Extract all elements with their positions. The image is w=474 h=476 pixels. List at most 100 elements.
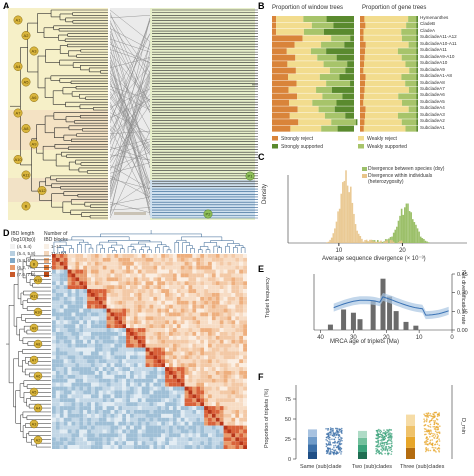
ibd-cell [114,421,119,426]
ibd-cell [75,382,80,387]
ibd-cell [122,410,127,414]
ibd-cell [149,421,154,426]
ibd-cell [110,402,115,407]
ibd-cell [141,332,146,336]
ibd-cell [63,437,68,442]
ibd-cell [165,300,169,305]
ibd-cell [102,410,107,414]
ibd-cell [180,367,185,371]
ibd-cell [192,281,197,286]
ibd-cell [145,332,150,336]
ibd-cell [161,269,166,274]
ibd-cell [161,355,166,360]
ibd-cell [231,429,236,434]
ibd-cell [126,371,130,375]
ibd-cell [102,300,107,305]
ibd-cell [52,406,56,410]
ibd-cell [122,300,127,305]
ibd-cell [223,355,228,360]
gene-tree-bar-segment [416,112,418,119]
ibd-cell [243,363,247,368]
ibd-cell [235,316,240,321]
ibd-cell [161,371,166,375]
ibd-cell [208,308,212,313]
ibd-cell [211,289,216,293]
dmin-point [387,436,390,439]
ibd-cell [137,429,142,434]
ibd-cell [161,257,166,262]
ibd-cell [122,378,127,383]
ibd-cell [130,371,134,375]
within-individual-bar [386,240,389,243]
ibd-cell [204,273,208,278]
ibd-cell [208,425,212,430]
ibd-cell [106,296,111,301]
window-tree-bar-segment [326,48,354,55]
ibd-cell [137,273,142,278]
ibd-cell [231,417,236,422]
tangle-link [109,81,151,200]
ibd-cell [223,398,228,403]
ibd-cell [239,406,244,410]
ibd-cell [75,254,80,258]
ibd-cell [239,285,244,290]
ibd-cell [122,445,127,449]
ibd-cell [235,410,240,414]
ibd-cell [208,254,212,258]
ibd-cell [211,324,216,329]
ibd-cell [83,285,88,290]
ibd-cell [176,308,181,313]
dmin-point [425,433,427,436]
ibd-cell [192,386,197,391]
ibd-cell [227,339,232,344]
dmin-point [436,437,438,440]
dmin-point [384,430,387,433]
ibd-cell [215,328,220,332]
dmin-point [390,438,392,441]
ibd-cell [126,406,130,410]
ibd-cell [235,445,240,449]
ibd-cell [192,433,197,438]
ibd-cell [165,293,169,297]
triplet-frequency-bar [341,309,347,330]
tangle-link [109,20,151,140]
gene-tree-bar-segment [360,67,364,74]
ibd-cell [79,441,84,446]
ibd-cell [67,441,72,446]
legend-count-label: 1–10 [51,243,62,249]
ibd-cell [141,378,146,383]
ibd-cell [137,312,142,317]
ibd-cell [52,410,56,414]
ibd-cell [145,413,150,418]
ibd-cell [55,394,60,399]
ibd-cell [71,429,76,434]
ibd-cell [91,441,95,446]
ibd-cell [211,429,216,434]
ibd-cell [63,410,68,414]
within-individual-bar [365,239,368,243]
ibd-cell [75,293,80,297]
ibd-cell [67,413,72,418]
dmin-point [427,414,429,417]
ibd-cell [55,347,60,352]
gene-tree-bar-segment [365,80,406,87]
ibd-cell [208,289,212,293]
ibd-cell [149,367,154,371]
ibd-cell [192,316,197,321]
ibd-cell [169,390,173,395]
ibd-cell [114,265,119,270]
ibd-cell [153,343,158,348]
ibd-cell [219,339,224,344]
ibd-cell [169,371,173,375]
ibd-cell [188,441,193,446]
ibd-cell [235,437,240,442]
ibd-cell [149,355,154,360]
dmin-point [387,434,390,436]
dmin-point [435,422,438,425]
dmin-point [433,433,436,435]
ibd-cell [180,343,185,348]
ibd-cell [67,300,72,305]
ibd-cell [122,386,127,391]
ibd-cell [184,304,189,309]
